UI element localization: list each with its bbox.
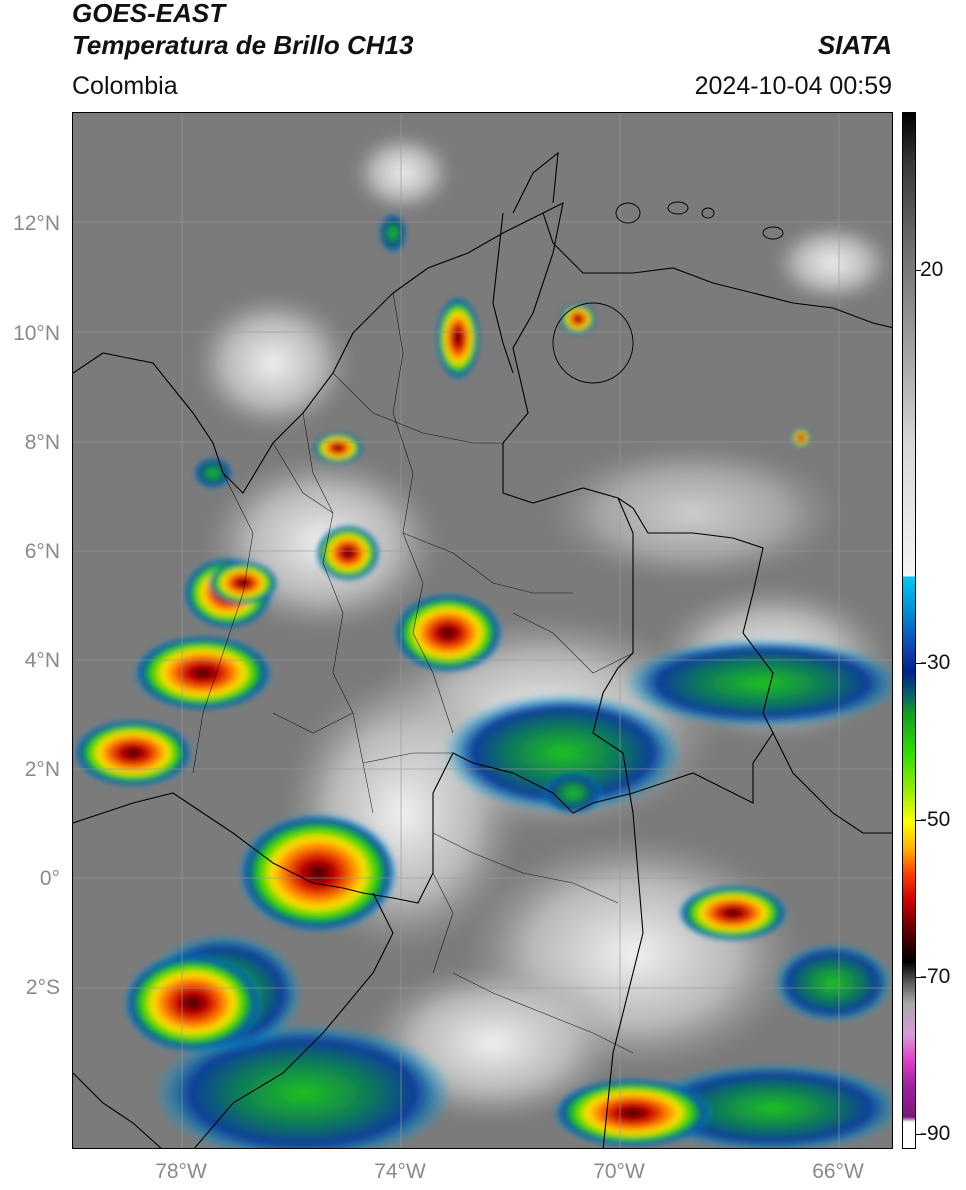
colorbar xyxy=(902,112,916,1149)
product-title: Temperatura de Brillo CH13 xyxy=(72,30,414,60)
satellite-title: GOES-EAST xyxy=(72,0,226,28)
lat-label-6N: 6°N xyxy=(24,540,60,563)
convective-cells xyxy=(73,213,811,1148)
department-borders xyxy=(192,292,634,1054)
lat-label-10N: 10°N xyxy=(13,322,60,345)
colorbar-label-20: 20 xyxy=(920,258,944,281)
colorbar-label-minus30: -30 xyxy=(920,651,951,674)
colorbar-tick-minus90 xyxy=(916,1134,921,1135)
agency-label: SIATA xyxy=(817,30,892,60)
colorbar-tick-minus70 xyxy=(916,977,921,978)
cool-cloud-tops xyxy=(143,638,892,1148)
lat-label-12N: 12°N xyxy=(13,212,60,235)
lat-label-8N: 8°N xyxy=(24,431,60,454)
gridlines xyxy=(73,113,892,1148)
colorbar-tick-minus30 xyxy=(916,663,921,664)
lat-label-2S: 2°S xyxy=(25,976,60,999)
colorbar-label-minus90: -90 xyxy=(920,1122,951,1145)
lat-label-4N: 4°N xyxy=(24,649,60,672)
lat-label-2N: 2°N xyxy=(24,758,60,781)
colorbar-tick-20 xyxy=(916,270,921,271)
lat-label-0: 0° xyxy=(39,867,60,890)
region-label: Colombia xyxy=(72,72,178,100)
country-borders xyxy=(73,151,892,1148)
colorbar-label-minus50: -50 xyxy=(920,808,951,831)
lon-label-66W: 66°W xyxy=(812,1160,864,1183)
map-canvas xyxy=(73,113,892,1148)
coastline-islands xyxy=(552,201,784,384)
satellite-map[interactable] xyxy=(72,112,893,1149)
colorbar-tick-minus50 xyxy=(916,820,921,821)
datetime-label: 2024-10-04 00:59 xyxy=(694,72,892,100)
lon-label-70W: 70°W xyxy=(593,1160,645,1183)
lon-label-74W: 74°W xyxy=(374,1160,426,1183)
colorbar-label-minus70: -70 xyxy=(920,965,951,988)
lon-label-78W: 78°W xyxy=(155,1160,207,1183)
